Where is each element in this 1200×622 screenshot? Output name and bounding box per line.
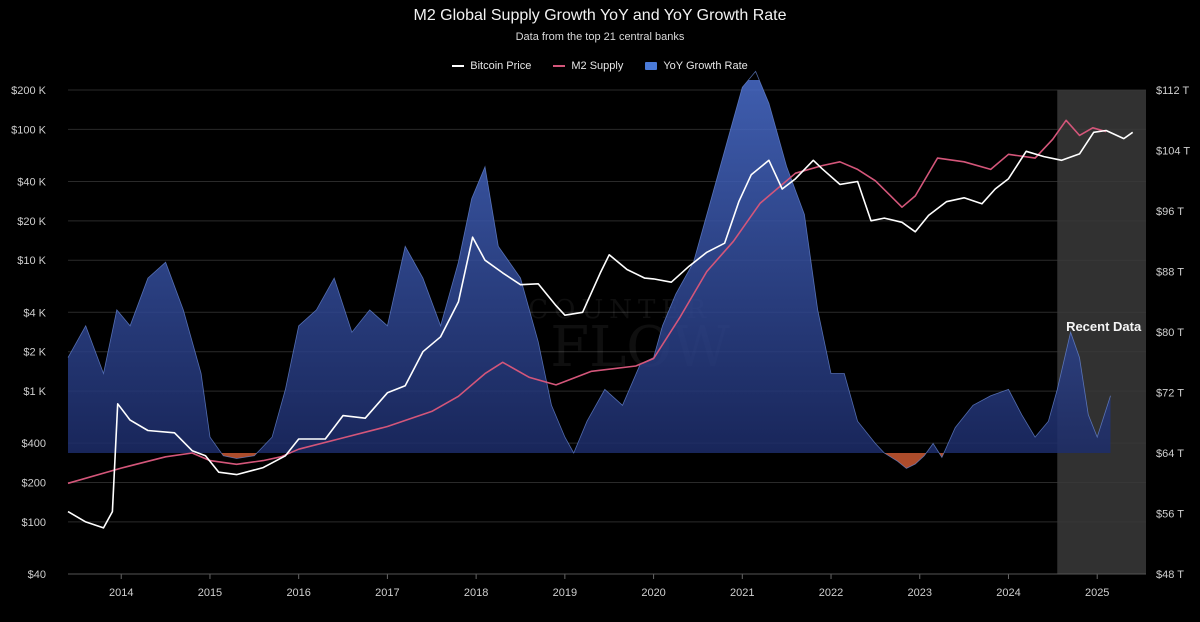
y-right-tick-2: $64 T [1156, 448, 1184, 460]
legend-label-bitcoin: Bitcoin Price [470, 60, 532, 72]
yoy-growth-area [67, 70, 1111, 469]
legend-swatch-m2 [553, 65, 566, 67]
y-right-tick-5: $88 T [1156, 267, 1184, 279]
recent-data-highlight [1057, 90, 1146, 574]
x-tick-7: 2021 [730, 587, 754, 599]
annotations: Recent Data [1066, 319, 1142, 334]
y-left-tick-8: $20 K [17, 216, 46, 228]
y-right-tick-8: $112 T [1156, 85, 1190, 97]
yoy-area-negative [68, 453, 1111, 469]
y-left-tick-11: $200 K [11, 85, 47, 97]
y-left-tick-6: $4 K [23, 307, 46, 319]
y-right-tick-1: $56 T [1156, 509, 1184, 521]
chart-subtitle: Data from the top 21 central banks [515, 31, 685, 43]
y-right-tick-4: $80 T [1156, 327, 1184, 339]
bitcoin-price-line [67, 129, 1134, 529]
x-tick-3: 2017 [375, 587, 399, 599]
x-tick-5: 2019 [553, 587, 577, 599]
legend-label-yoy: YoY Growth Rate [663, 60, 748, 72]
legend-label-m2: M2 Supply [571, 60, 624, 72]
y-left-tick-3: $400 [22, 438, 46, 450]
x-tick-4: 2018 [464, 587, 488, 599]
axes: $40 $100 $200 $400 $1 K $2 K $4 K $10 K $20 K $40… [11, 85, 1190, 599]
y-left-tick-2: $200 [22, 478, 46, 490]
m2-supply-line [67, 119, 1107, 485]
legend-swatch-bitcoin [452, 65, 465, 67]
x-tick-0: 2014 [109, 587, 133, 599]
recent-data-label: Recent Data [1066, 319, 1142, 334]
legend-item-yoy[interactable]: YoY Growth Rate [645, 60, 748, 72]
x-tick-11: 2025 [1085, 587, 1109, 599]
series-lines [67, 119, 1134, 529]
y-left-tick-5: $2 K [23, 347, 46, 359]
x-tick-9: 2023 [908, 587, 932, 599]
y-right-tick-3: $72 T [1156, 388, 1184, 400]
chart-title: M2 Global Supply Growth YoY and YoY Grow… [413, 7, 787, 24]
x-tick-6: 2020 [641, 587, 665, 599]
x-tick-1: 2015 [198, 587, 222, 599]
legend: Bitcoin Price M2 Supply YoY Growth Rate [0, 60, 1200, 72]
x-tick-10: 2024 [996, 587, 1020, 599]
legend-swatch-yoy [645, 62, 658, 70]
legend-item-bitcoin[interactable]: Bitcoin Price [452, 60, 531, 72]
y-right-tick-6: $96 T [1156, 206, 1184, 218]
yoy-area-positive [68, 80, 1111, 453]
y-left-tick-10: $100 K [11, 124, 47, 136]
y-left-tick-1: $100 [22, 517, 46, 529]
legend-item-m2[interactable]: M2 Supply [553, 60, 623, 72]
y-left-tick-7: $10 K [17, 255, 46, 267]
y-left-tick-0: $40 [28, 569, 46, 581]
y-right-tick-7: $104 T [1156, 146, 1190, 158]
y-left-tick-9: $40 K [17, 176, 46, 188]
y-left-tick-4: $1 K [23, 386, 46, 398]
yoy-area-outline [67, 70, 1111, 469]
y-right-tick-0: $48 T [1156, 569, 1184, 581]
x-tick-8: 2022 [819, 587, 843, 599]
x-tick-2: 2016 [286, 587, 310, 599]
recent-data-band [1057, 90, 1146, 574]
